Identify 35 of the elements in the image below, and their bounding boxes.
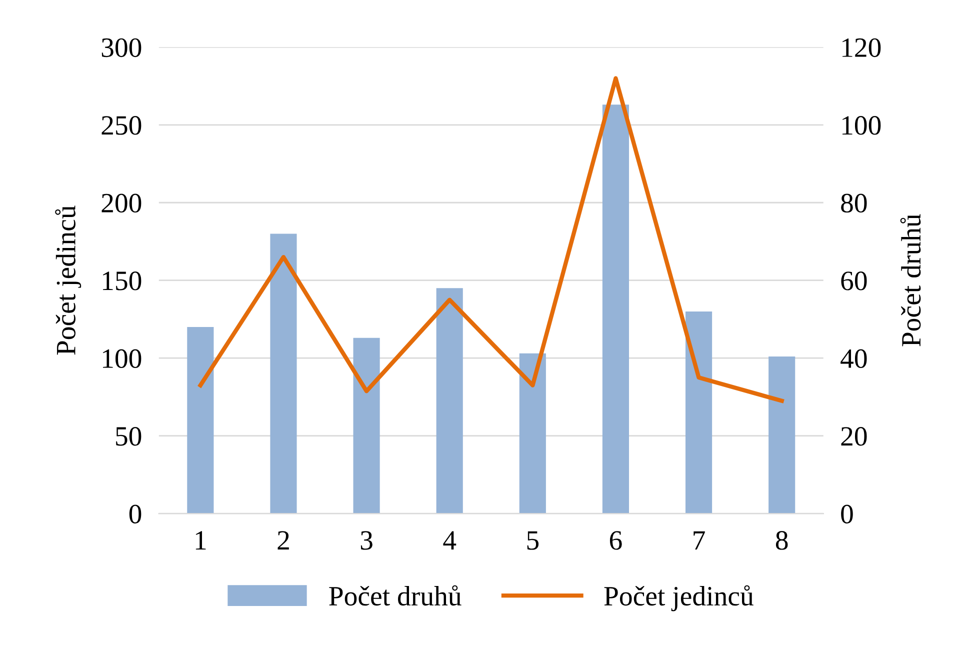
- bar: [187, 327, 214, 514]
- y2-tick-label: 100: [842, 116, 881, 135]
- y2-tick-label: 0: [841, 504, 853, 524]
- y-axis-title: Počet jedinců: [55, 206, 82, 355]
- x-tick-label: 5: [527, 531, 539, 550]
- bar: [270, 234, 297, 514]
- bar: [519, 353, 546, 514]
- y-tick-label: 50: [116, 427, 142, 446]
- line-series: [198, 76, 784, 403]
- y2-tick-label: 20: [841, 427, 867, 446]
- legend-label: Počet jedinců: [604, 585, 754, 612]
- y2-tick-label: 120: [842, 38, 881, 58]
- y2-axis-title: Počet druhů: [900, 214, 921, 346]
- x-tick-label: 1: [196, 531, 206, 550]
- y2-tick-label: 40: [840, 349, 867, 368]
- x-tick-label: 2: [278, 531, 289, 550]
- y-tick-label: 0: [129, 504, 142, 524]
- bar: [602, 104, 630, 514]
- x-tick-label: 4: [443, 531, 456, 550]
- y-tick-label: 250: [102, 116, 142, 135]
- y2-tick-label: 60: [841, 272, 867, 290]
- bar: [353, 338, 380, 514]
- x-tick-label: 7: [694, 531, 705, 550]
- x-tick-label: 6: [610, 531, 622, 550]
- bar: [768, 356, 796, 514]
- bar: [685, 311, 712, 514]
- y-tick-label: 200: [102, 194, 142, 213]
- y-tick-label: 150: [103, 272, 142, 290]
- y-tick-label: 300: [102, 38, 142, 58]
- legend-label: Počet druhů: [329, 585, 462, 606]
- x-tick-label: 8: [776, 531, 788, 550]
- x-tick-label: 3: [360, 531, 372, 550]
- bar: [436, 288, 463, 514]
- y-tick-label: 100: [103, 349, 142, 368]
- y2-tick-label: 80: [841, 194, 867, 213]
